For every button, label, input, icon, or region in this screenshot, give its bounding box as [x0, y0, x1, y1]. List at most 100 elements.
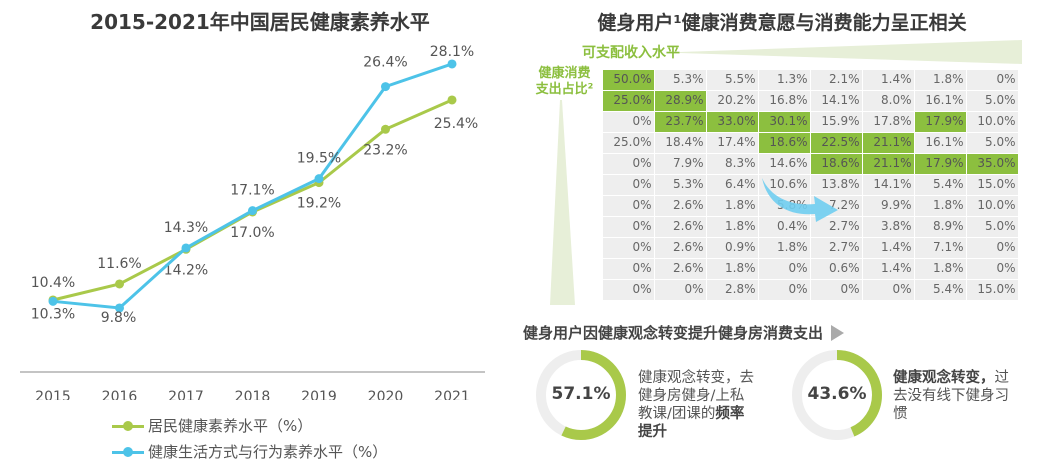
- table-cell: 1.8%: [707, 196, 758, 216]
- table-cell: 0%: [811, 280, 862, 300]
- table-cell: 15.0%: [967, 280, 1018, 300]
- table-cell: 8.0%: [863, 91, 914, 111]
- data-point: [115, 303, 124, 313]
- correlation-table: 50.0% 5.3% 5.5% 1.3% 2.1% 1.4% 1.8% 0% 25.0% 28.9…: [603, 70, 1018, 300]
- x-tick-label: 2016: [102, 389, 138, 400]
- table-cell: 0.6%: [811, 259, 862, 279]
- donut-section-title-text: 健身用户因健康观念转变提升健身房消费支出: [523, 324, 824, 342]
- table-cell: 14.1%: [863, 175, 914, 195]
- table-cell: 17.4%: [707, 133, 758, 153]
- table-cell: 14.1%: [811, 91, 862, 111]
- table-cell: 0%: [759, 280, 810, 300]
- table-cell: 25.0%: [603, 91, 654, 111]
- donut-section-title: 健身用户因健康观念转变提升健身房消费支出: [523, 322, 845, 343]
- table-cell: 0%: [967, 259, 1018, 279]
- legend-swatch-green: [112, 419, 144, 433]
- data-label: 10.3%: [31, 306, 75, 322]
- table-cell: 5.4%: [915, 175, 966, 195]
- table-cell: 5.4%: [915, 280, 966, 300]
- data-label: 14.2%: [164, 262, 208, 278]
- legend-item-lifestyle: 健康生活方式与行为素养水平（%）: [112, 441, 387, 462]
- x-tick-label: 2020: [368, 389, 404, 400]
- table-cell: 1.8%: [759, 238, 810, 258]
- table-cell: 0%: [603, 112, 654, 132]
- table-cell: 10.0%: [967, 112, 1018, 132]
- table-cell: 14.6%: [759, 154, 810, 174]
- table-cell: 0.4%: [759, 217, 810, 237]
- table-cell: 1.4%: [863, 70, 914, 90]
- table-cell: 0%: [759, 259, 810, 279]
- table-cell: 3.8%: [863, 217, 914, 237]
- table-cell: 2.7%: [811, 217, 862, 237]
- table-cell: 7.1%: [915, 238, 966, 258]
- table-title: 健身用户¹健康消费意愿与消费能力呈正相关: [597, 12, 967, 34]
- trend-arrow-icon: [762, 178, 838, 222]
- donut-text-plain: 过去没有线下健身习惯: [893, 370, 1009, 422]
- donut-text-1: 健康观念转变，去健身房健身/上私教课/团课的频率提升: [638, 369, 758, 441]
- data-label: 19.2%: [297, 196, 341, 212]
- spend-axis-label: 健康消费支出占比²: [535, 66, 594, 97]
- table-cell: 1.8%: [915, 70, 966, 90]
- table-cell: 0%: [967, 70, 1018, 90]
- table-cell: 16.8%: [759, 91, 810, 111]
- data-point: [314, 174, 324, 184]
- data-label: 11.6%: [97, 256, 141, 272]
- data-label: 23.2%: [363, 142, 407, 158]
- legend-label: 健康生活方式与行为素养水平（%）: [148, 443, 388, 461]
- table-cell: 8.9%: [915, 217, 966, 237]
- table-cell: 16.1%: [915, 133, 966, 153]
- table-cell: 1.4%: [863, 259, 914, 279]
- table-cell: 5.5%: [707, 70, 758, 90]
- table-cell: 2.6%: [655, 259, 706, 279]
- x-tick-label: 2019: [301, 389, 337, 400]
- data-label: 9.8%: [101, 310, 137, 326]
- data-label: 17.0%: [230, 225, 274, 241]
- table-cell: 9.9%: [863, 196, 914, 216]
- data-point: [181, 243, 191, 253]
- table-cell: 0%: [603, 217, 654, 237]
- triangle-right-icon: [831, 324, 845, 341]
- legend-item-literacy: 居民健康素养水平（%）: [112, 415, 312, 436]
- income-wedge: [680, 40, 1022, 64]
- data-label: 19.5%: [297, 151, 341, 167]
- data-label: 17.1%: [230, 183, 274, 199]
- x-tick-label: 2015: [35, 389, 71, 400]
- table-cell: 2.6%: [655, 238, 706, 258]
- table-cell: 8.3%: [707, 154, 758, 174]
- table-cell: 10.6%: [759, 175, 810, 195]
- table-cell: 28.9%: [655, 91, 706, 111]
- donut-value-2: 43.6%: [807, 384, 867, 404]
- table-cell: 16.1%: [915, 91, 966, 111]
- table-cell: 25.0%: [603, 133, 654, 153]
- table-cell: 5.0%: [967, 133, 1018, 153]
- table-cell: 13.8%: [811, 175, 862, 195]
- table-cell: 22.5%: [811, 133, 862, 153]
- table-cell: 5.0%: [967, 91, 1018, 111]
- table-cell: 30.1%: [759, 112, 810, 132]
- x-tick-label: 2021: [434, 389, 470, 400]
- table-cell: 17.9%: [915, 112, 966, 132]
- table-cell: 0.9%: [707, 238, 758, 258]
- table-cell: 1.4%: [863, 238, 914, 258]
- table-cell: 0%: [603, 154, 654, 174]
- donut-arc: [536, 350, 626, 440]
- table-cell: 0%: [967, 238, 1018, 258]
- table-cell: 0%: [603, 238, 654, 258]
- table-cell: 18.6%: [811, 154, 862, 174]
- table-cell: 2.6%: [655, 196, 706, 216]
- table-cell: 33.0%: [707, 112, 758, 132]
- table-cell: 21.1%: [863, 154, 914, 174]
- table-cell: 2.1%: [811, 70, 862, 90]
- data-point: [447, 95, 457, 105]
- table-cell: 17.9%: [915, 154, 966, 174]
- data-point: [381, 124, 390, 134]
- table-cell: 2.7%: [811, 238, 862, 258]
- donut-text-2: 健康观念转变，过去没有线下健身习惯: [893, 369, 1013, 423]
- data-point: [48, 296, 58, 306]
- table-cell: 15.9%: [811, 112, 862, 132]
- table-cell: 23.7%: [655, 112, 706, 132]
- donut-value-1: 57.1%: [551, 384, 611, 404]
